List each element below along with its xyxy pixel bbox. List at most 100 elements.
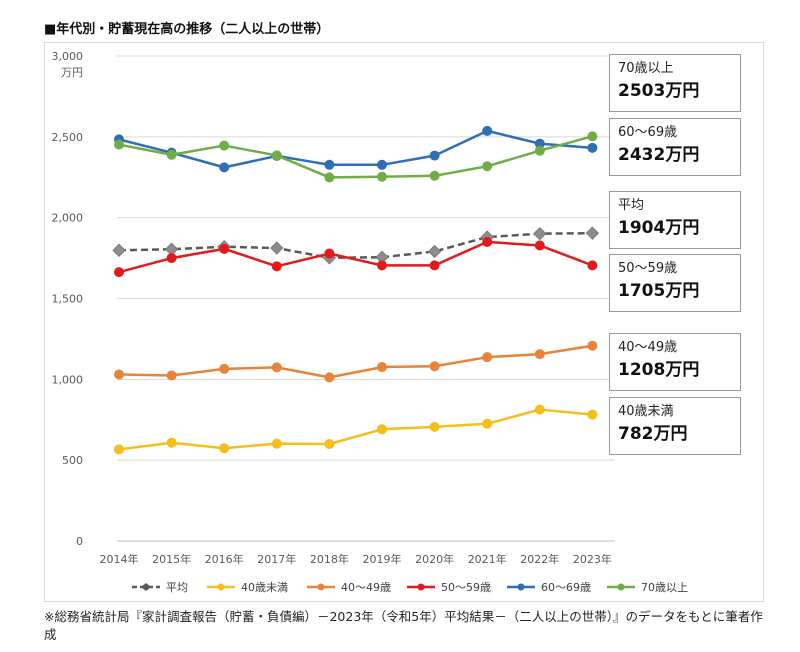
data-point: [219, 363, 230, 374]
callout-name: 50～59歳: [618, 261, 678, 276]
callout-value: 2503万円: [618, 81, 700, 101]
data-point: [429, 260, 440, 271]
data-point: [377, 171, 387, 182]
y-tick-label: 3,000: [52, 50, 84, 63]
data-point: [429, 421, 440, 432]
data-point: [114, 139, 124, 150]
data-point: [324, 372, 335, 383]
series-line: [118, 240, 593, 274]
line-chart: 0 500 1,000 1,500 2,000 2,500 3,000 万円 2014年 2015…: [52, 50, 689, 594]
data-point: [114, 444, 124, 455]
legend-label: 60～69歳: [541, 581, 591, 594]
data-point: [377, 424, 387, 435]
callout-name: 40～49歳: [618, 340, 678, 355]
y-tick-label: 2,000: [52, 212, 84, 225]
data-point: [534, 240, 545, 251]
callout-name: 40歳未満: [618, 404, 674, 419]
data-point: [585, 226, 600, 240]
data-point: [534, 349, 545, 360]
series-line: [118, 344, 593, 379]
x-tick-label: 2019年: [363, 552, 402, 566]
data-point: [219, 243, 230, 254]
series-line: [118, 135, 593, 179]
legend-marker: [517, 583, 525, 591]
chart-frame: 0 500 1,000 1,500 2,000 2,500 3,000 万円 2014年 2015…: [44, 42, 764, 602]
callout-name: 70歳以上: [618, 61, 674, 76]
x-tick-label: 2018年: [310, 552, 349, 566]
callout-value: 2432万円: [618, 145, 700, 165]
data-point: [324, 439, 335, 449]
data-point: [219, 162, 230, 173]
legend-marker: [217, 583, 225, 591]
callout-box: 40～49歳 1208万円: [609, 333, 741, 391]
data-point: [534, 145, 545, 156]
data-point: [377, 260, 387, 271]
data-point: [482, 125, 493, 136]
data-point: [429, 150, 440, 161]
data-point: [114, 267, 124, 278]
callout-box: 60～69歳 2432万円: [609, 118, 741, 176]
callout-box: 平均 1904万円: [609, 191, 741, 249]
callout-box: 40歳未満 782万円: [609, 397, 741, 455]
data-point: [482, 236, 493, 247]
y-tick-label: 1,000: [52, 373, 84, 386]
series-line: [118, 408, 593, 451]
x-tick-label: 2021年: [468, 552, 507, 566]
data-point: [587, 131, 598, 142]
data-point: [587, 260, 598, 271]
legend-label: 平均: [166, 581, 188, 594]
data-point: [587, 409, 598, 420]
data-point: [271, 438, 282, 449]
data-point: [219, 140, 230, 151]
y-tick-label: 2,500: [52, 131, 84, 144]
data-point: [166, 437, 177, 448]
callout-box: 70歳以上 2503万円: [609, 54, 741, 112]
data-point: [482, 161, 493, 172]
data-point: [429, 361, 440, 372]
chart-heading: ■年代別・貯蓄現在高の推移（二人以上の世帯）: [44, 22, 330, 37]
data-point: [271, 261, 282, 272]
data-point: [482, 418, 493, 429]
data-point: [377, 362, 387, 373]
data-point: [429, 170, 440, 181]
data-point: [377, 159, 387, 170]
callout-value: 1208万円: [618, 360, 700, 380]
legend-label: 70歳以上: [641, 581, 688, 594]
x-tick-label: 2017年: [257, 552, 296, 566]
legend-marker: [141, 583, 151, 591]
data-point: [587, 340, 598, 351]
data-point: [219, 443, 230, 454]
x-tick-label: 2015年: [152, 552, 191, 566]
legend-label: 50～59歳: [441, 581, 491, 594]
y-tick-label: 500: [62, 454, 83, 467]
data-point: [271, 362, 282, 373]
data-point: [166, 149, 177, 160]
callout-value: 1705万円: [618, 281, 700, 301]
source-note: ※総務省統計局『家計調査報告（貯蓄・負債編）－2023年（令和5年）平均結果－（…: [44, 609, 763, 642]
data-point: [587, 142, 598, 153]
series-line: [118, 129, 593, 169]
y-tick-label: 1,500: [52, 293, 84, 306]
data-point: [427, 244, 442, 259]
data-point: [112, 243, 126, 258]
legend-marker: [417, 583, 425, 591]
y-tick-label: 0: [76, 535, 83, 548]
callout-name: 60～69歳: [618, 125, 678, 140]
data-point: [324, 172, 335, 183]
y-axis-unit: 万円: [61, 66, 83, 79]
legend-label: 40歳未満: [241, 581, 288, 594]
callout-value: 782万円: [618, 424, 688, 444]
data-point: [533, 226, 547, 241]
data-point: [324, 159, 335, 170]
data-point: [324, 248, 335, 259]
legend-label: 40～49歳: [341, 581, 391, 594]
data-point: [482, 352, 493, 363]
data-point: [534, 138, 545, 149]
data-point: [166, 253, 177, 264]
data-point: [271, 150, 282, 161]
legend-marker: [617, 583, 625, 591]
x-tick-label: 2014年: [100, 552, 139, 566]
callout-box: 50～59歳 1705万円: [609, 254, 741, 312]
x-tick-label: 2016年: [205, 552, 244, 566]
legend-marker: [317, 583, 325, 591]
